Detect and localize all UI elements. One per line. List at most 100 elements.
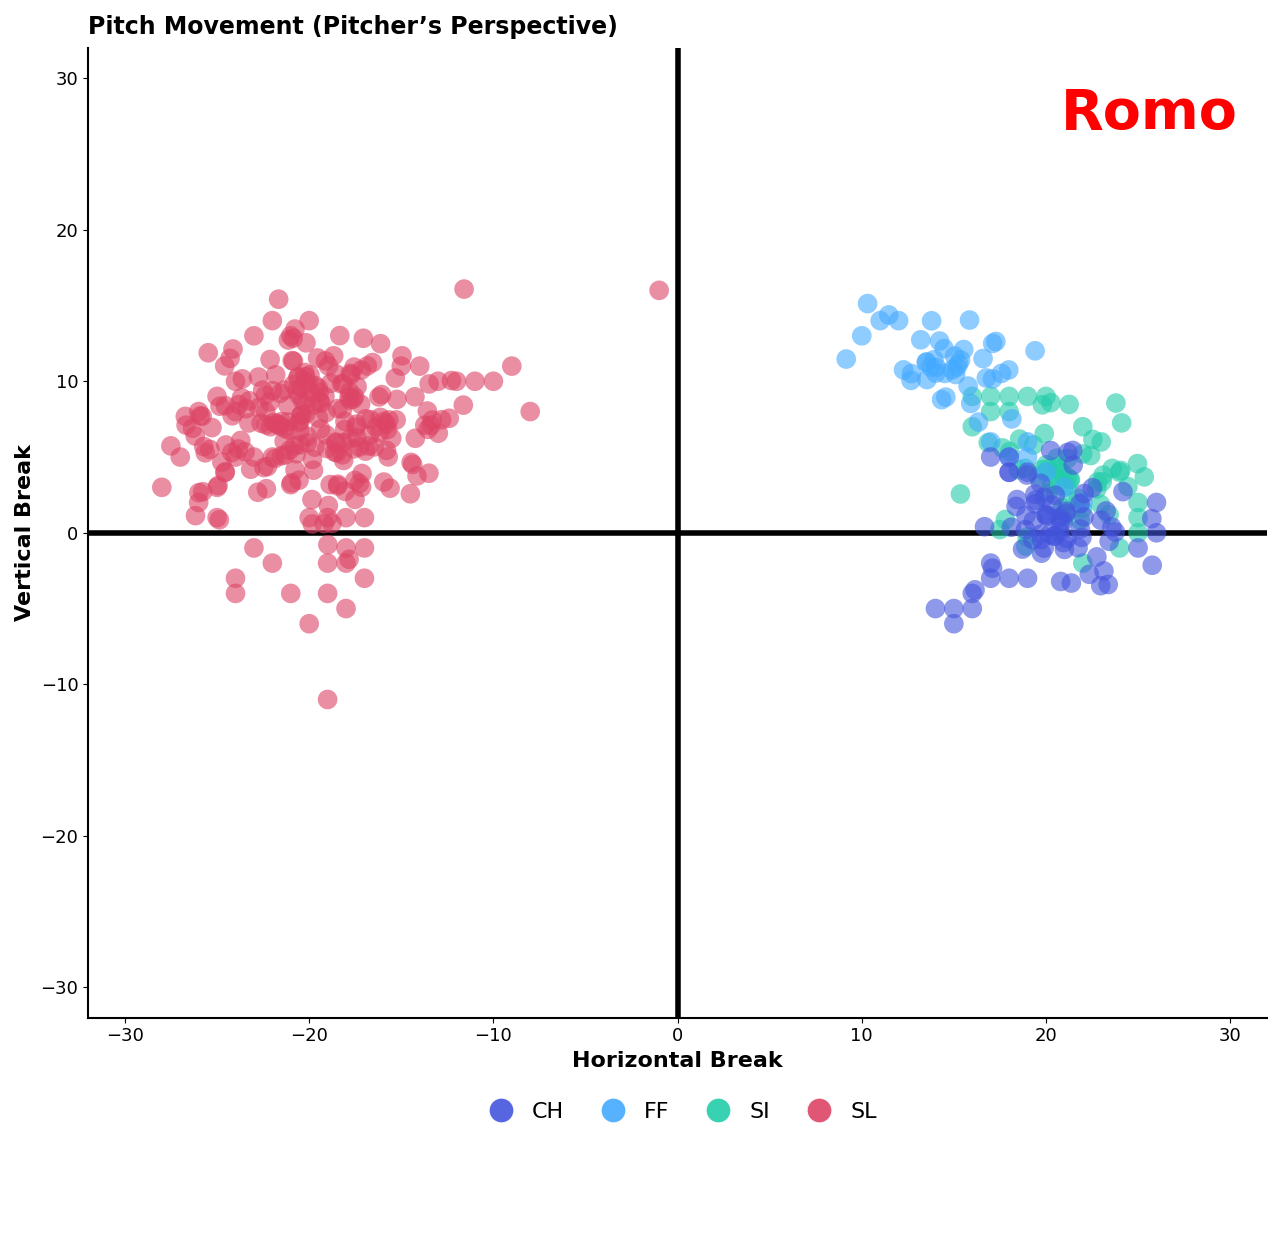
Point bbox=[360, 410, 381, 430]
Point bbox=[1045, 485, 1065, 505]
Point bbox=[200, 440, 221, 460]
Point bbox=[933, 339, 954, 359]
Point bbox=[944, 614, 964, 634]
Point bbox=[288, 412, 309, 432]
Point bbox=[320, 374, 341, 394]
Point bbox=[340, 383, 360, 402]
Point bbox=[310, 419, 331, 439]
Point bbox=[240, 391, 260, 411]
Point bbox=[1032, 460, 1053, 480]
Point bbox=[401, 452, 422, 472]
Point bbox=[1038, 459, 1059, 478]
Point bbox=[333, 451, 354, 471]
Point bbox=[981, 401, 1001, 421]
Point bbox=[386, 410, 406, 430]
Point bbox=[917, 370, 937, 390]
Point bbox=[206, 477, 227, 497]
Point bbox=[501, 356, 522, 376]
Point bbox=[278, 330, 299, 350]
Point bbox=[417, 401, 437, 421]
Point bbox=[192, 482, 213, 502]
Point bbox=[300, 365, 320, 385]
Point bbox=[1113, 482, 1133, 502]
Point bbox=[999, 447, 1019, 467]
Point bbox=[926, 598, 946, 618]
Point bbox=[264, 449, 285, 468]
Point bbox=[346, 417, 367, 437]
Point bbox=[299, 310, 319, 330]
Point bbox=[406, 466, 427, 486]
Point bbox=[1053, 464, 1073, 483]
Point bbox=[1041, 392, 1061, 412]
Point bbox=[910, 330, 931, 350]
Point bbox=[1105, 392, 1126, 412]
Point bbox=[392, 346, 413, 366]
Point bbox=[260, 392, 281, 412]
Point bbox=[981, 386, 1001, 406]
Point bbox=[279, 440, 300, 460]
Point bbox=[236, 399, 256, 419]
Point bbox=[981, 553, 1001, 573]
Point bbox=[1105, 522, 1126, 542]
Point bbox=[349, 473, 369, 493]
Point bbox=[265, 365, 286, 385]
Point bbox=[260, 350, 281, 370]
Point bbox=[332, 445, 353, 465]
Point bbox=[354, 507, 374, 527]
Point bbox=[1072, 527, 1092, 547]
Point bbox=[351, 477, 372, 497]
Point bbox=[297, 426, 318, 446]
Point bbox=[944, 598, 964, 618]
Point bbox=[992, 437, 1013, 457]
Point bbox=[256, 415, 277, 435]
Point bbox=[922, 310, 942, 330]
Point bbox=[359, 436, 379, 456]
Point bbox=[1061, 573, 1082, 593]
Point bbox=[353, 328, 373, 348]
Point bbox=[263, 381, 283, 401]
Point bbox=[290, 411, 310, 431]
Point bbox=[1031, 530, 1051, 549]
Point bbox=[942, 360, 963, 380]
Point bbox=[405, 429, 426, 449]
Point bbox=[379, 478, 400, 498]
Point bbox=[215, 435, 236, 455]
Point bbox=[962, 386, 982, 406]
Point bbox=[1023, 435, 1044, 455]
Point bbox=[286, 444, 306, 464]
Point bbox=[346, 427, 367, 447]
Point bbox=[945, 365, 965, 385]
Point bbox=[305, 376, 326, 396]
Point bbox=[1059, 470, 1079, 490]
Point bbox=[391, 356, 412, 376]
Point bbox=[304, 460, 324, 480]
Point bbox=[1128, 492, 1149, 512]
Point bbox=[999, 401, 1019, 421]
Point bbox=[285, 319, 305, 339]
Point bbox=[231, 388, 251, 407]
Point bbox=[999, 360, 1019, 380]
Point bbox=[288, 366, 309, 386]
Point bbox=[999, 386, 1019, 406]
Point bbox=[400, 483, 420, 503]
Point bbox=[326, 364, 346, 384]
Point bbox=[1031, 543, 1051, 563]
Point bbox=[1035, 424, 1055, 444]
Point bbox=[1146, 523, 1167, 543]
Point bbox=[1023, 511, 1044, 531]
Point bbox=[1053, 512, 1073, 532]
Point bbox=[418, 420, 438, 440]
Point bbox=[318, 553, 338, 573]
Point bbox=[355, 409, 376, 429]
Point bbox=[329, 325, 350, 345]
Point bbox=[296, 395, 317, 415]
Point bbox=[219, 349, 240, 369]
Point bbox=[1026, 490, 1046, 510]
Point bbox=[194, 436, 214, 456]
Point bbox=[247, 482, 268, 502]
Point bbox=[894, 360, 914, 380]
Point bbox=[1079, 564, 1100, 584]
Point bbox=[274, 445, 295, 465]
Point bbox=[1053, 497, 1073, 517]
Point bbox=[262, 447, 282, 467]
